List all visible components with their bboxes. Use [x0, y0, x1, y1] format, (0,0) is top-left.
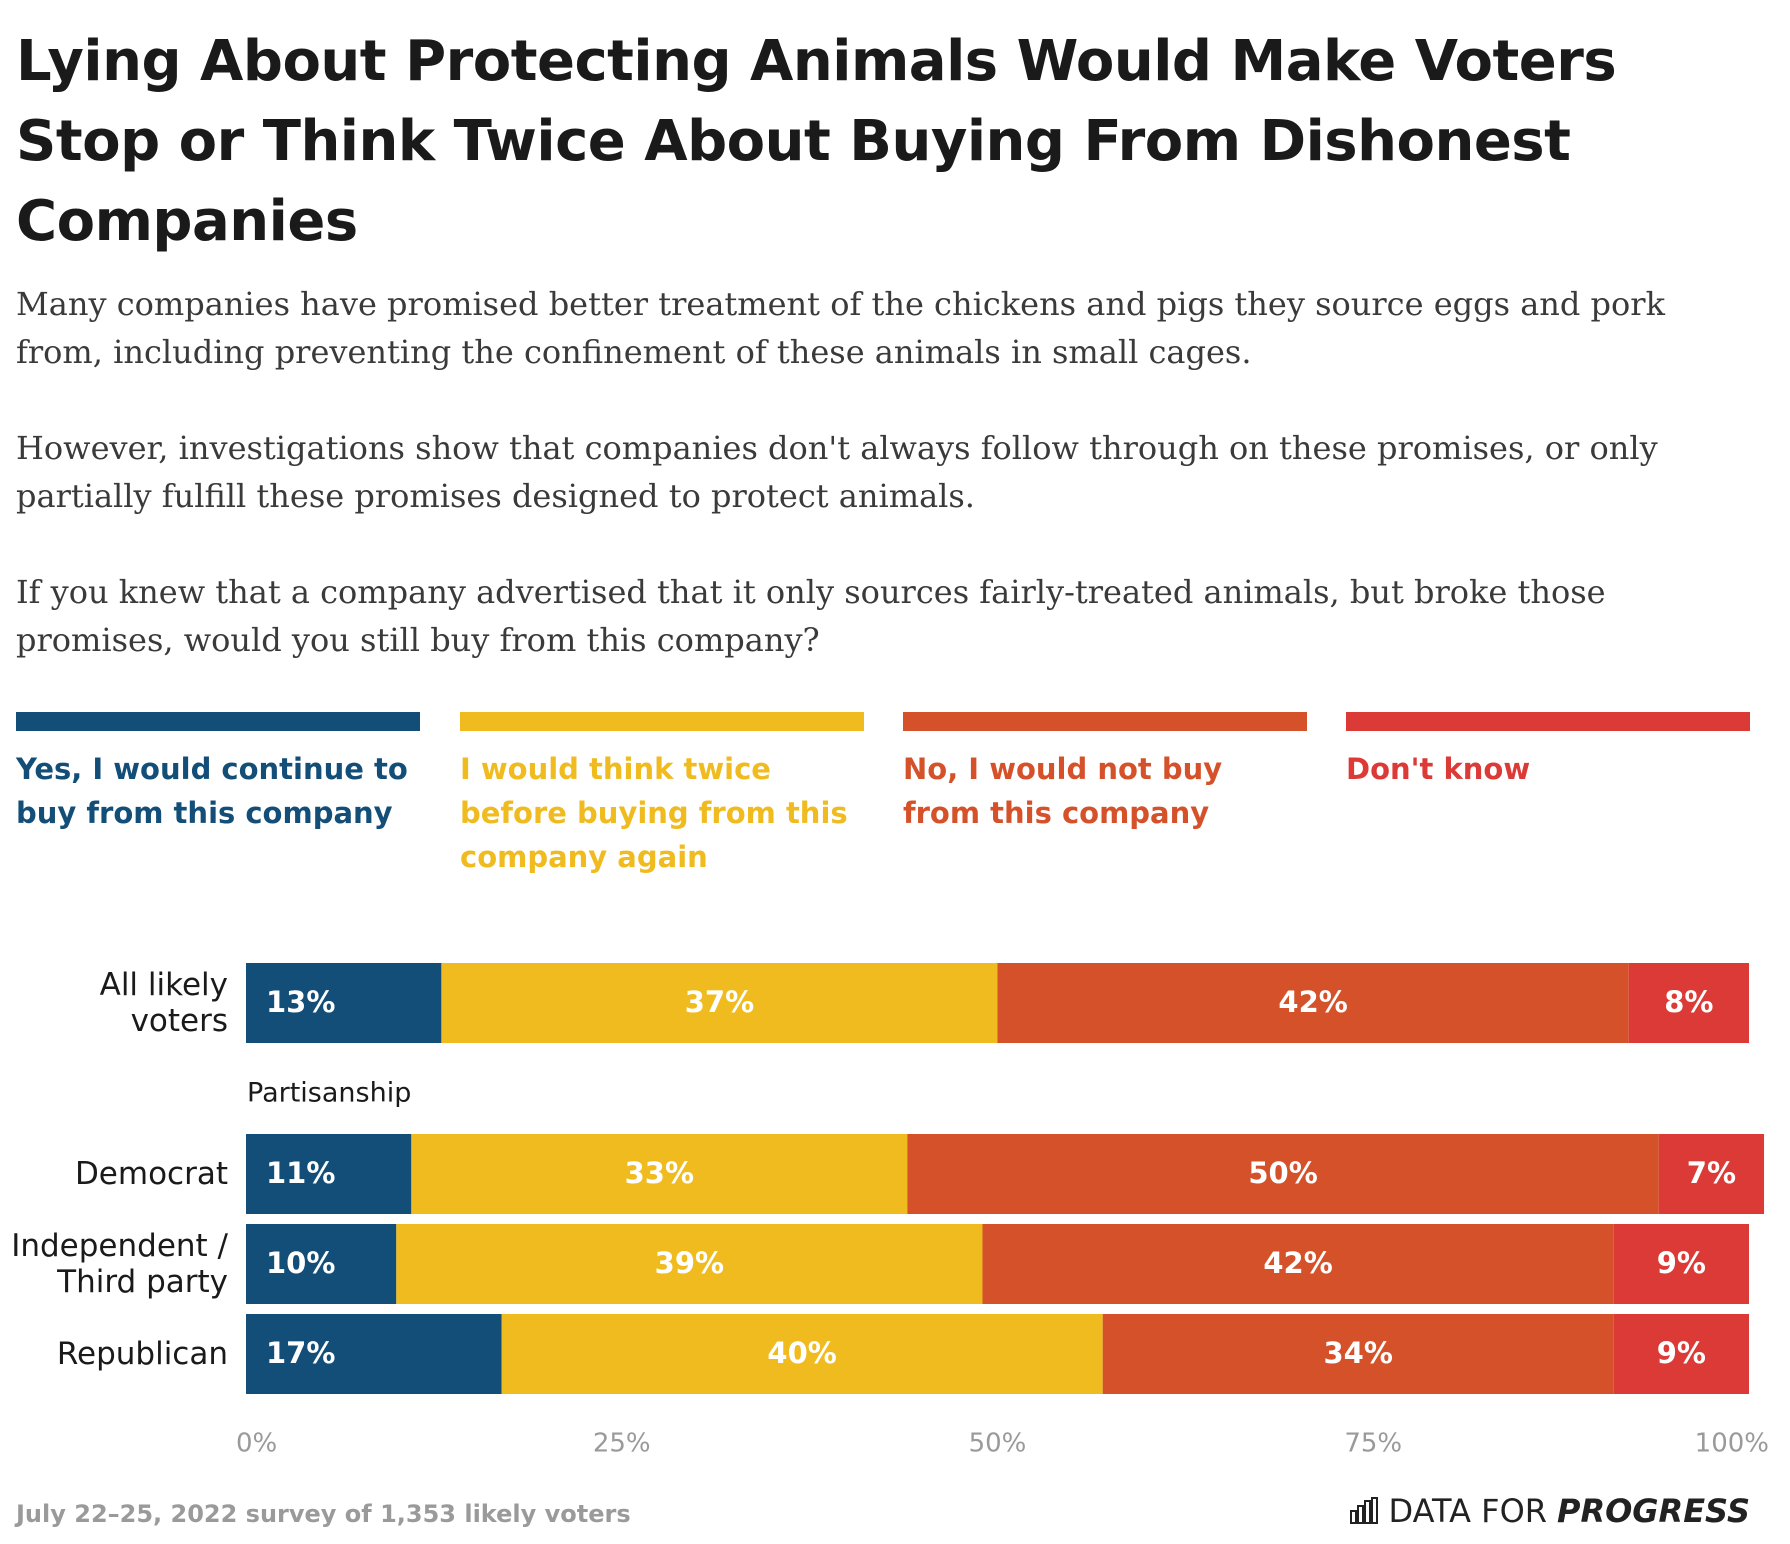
source-note: July 22–25, 2022 survey of 1,353 likely …	[16, 1500, 631, 1528]
bar-segment	[246, 1134, 412, 1214]
subtitle-paragraph: If you knew that a company advertised th…	[16, 573, 1606, 659]
bar-segment	[441, 963, 998, 1043]
y-tick-label: Democrat	[74, 1156, 228, 1192]
bar-segment	[907, 1134, 1659, 1214]
data-label: 42%	[1278, 985, 1347, 1019]
data-label: 39%	[655, 1246, 724, 1280]
legend-label: No, I would not buy from this company	[903, 752, 1223, 830]
data-label: 8%	[1664, 985, 1713, 1019]
legend-swatch	[1346, 712, 1750, 731]
data-label: 37%	[685, 985, 754, 1019]
bar-segment	[246, 963, 442, 1043]
chart-title: Lying About Protecting Animals Would Mak…	[16, 29, 1617, 254]
data-label: 42%	[1263, 1246, 1332, 1280]
x-tick-label: 25%	[593, 1429, 651, 1459]
legend-label: Yes, I would continue to buy from this c…	[16, 752, 408, 830]
data-label: 9%	[1657, 1246, 1706, 1280]
bar-segment	[246, 1224, 397, 1304]
bar-segment	[1658, 1134, 1765, 1214]
legend-item: Don't know	[1346, 712, 1750, 791]
legend-swatch	[903, 712, 1307, 731]
data-label: 40%	[767, 1336, 836, 1370]
data-label: 10%	[266, 1246, 335, 1280]
subtitle-paragraph: Many companies have promised better trea…	[16, 285, 1665, 371]
x-tick-label: 0%	[236, 1429, 277, 1459]
logo-icon	[1349, 1497, 1378, 1524]
bar-segment	[1102, 1314, 1614, 1394]
brand-logo: DATA FOR PROGRESS	[1349, 1492, 1750, 1530]
legend-item: Yes, I would continue to buy from this c…	[16, 712, 420, 835]
bar-segment	[1628, 963, 1749, 1043]
brand-text: DATA FOR	[1388, 1492, 1547, 1530]
brand-text: PROGRESS	[1556, 1492, 1750, 1530]
subtitle: Many companies have promised better trea…	[16, 280, 1756, 712]
x-tick-label: 50%	[969, 1429, 1027, 1459]
data-label: 11%	[266, 1156, 335, 1190]
legend-swatch	[460, 712, 864, 731]
group-label: Partisanship	[247, 1078, 411, 1109]
legend-swatch	[16, 712, 420, 731]
data-label: 17%	[266, 1336, 335, 1370]
data-label: 34%	[1324, 1336, 1393, 1370]
data-label: 13%	[266, 985, 335, 1019]
legend-item: No, I would not buy from this company	[903, 712, 1307, 835]
data-label: 7%	[1687, 1156, 1736, 1190]
x-tick-label: 75%	[1344, 1429, 1402, 1459]
legend-label: Don't know	[1346, 752, 1531, 786]
bar-segment	[997, 963, 1629, 1043]
bar-segment	[246, 1314, 502, 1394]
y-tick-label: All likely voters	[99, 967, 228, 1039]
x-tick-label: 100%	[1695, 1429, 1769, 1459]
bar-segment	[411, 1134, 908, 1214]
bar-segment	[1613, 1314, 1749, 1394]
data-label: 50%	[1248, 1156, 1317, 1190]
data-label: 9%	[1657, 1336, 1706, 1370]
legend-label: I would think twice before buying from t…	[460, 752, 848, 874]
data-label: 33%	[625, 1156, 694, 1190]
bar-segment	[982, 1224, 1614, 1304]
bar-segment	[396, 1224, 983, 1304]
legend-item: I would think twice before buying from t…	[460, 712, 864, 879]
bar-segment	[501, 1314, 1103, 1394]
y-tick-label: Republican	[56, 1336, 228, 1372]
subtitle-paragraph: However, investigations show that compan…	[16, 429, 1658, 515]
y-tick-label: Independent / Third party	[11, 1228, 228, 1300]
bar-segment	[1613, 1224, 1749, 1304]
